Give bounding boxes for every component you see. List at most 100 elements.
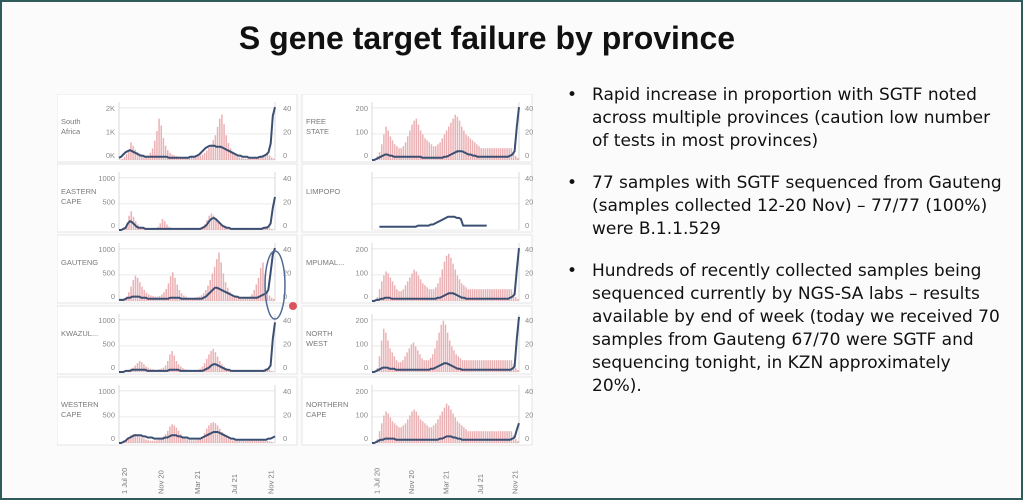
bar [176,284,178,301]
bar [270,370,273,372]
bar [221,226,224,230]
bar [262,156,264,160]
bar [201,366,204,372]
bar [240,298,242,301]
bar [138,153,141,160]
bar [435,146,437,160]
bar [421,358,423,372]
bar [512,152,515,160]
bar [478,289,480,301]
bar [147,294,150,301]
bar [162,367,165,372]
bar [476,431,478,443]
bar [242,440,245,443]
bar [502,431,504,443]
bar [425,360,428,372]
bar [453,350,455,372]
bar [468,360,470,372]
bar [164,365,167,372]
bar [396,146,398,160]
bar [440,324,442,372]
bar [457,356,460,372]
left-tick-label: 200 [355,104,368,113]
bar [482,431,485,443]
bar [141,286,143,301]
bar [476,289,478,301]
bar [162,436,165,443]
bar [406,136,409,160]
bar [515,439,517,443]
right-tick-label: 20 [283,197,291,206]
bar [435,287,437,301]
bar [165,288,168,301]
bar [163,292,165,301]
bar [456,421,459,443]
bar [380,340,383,372]
bar [270,441,273,443]
right-tick-label: 40 [525,245,533,254]
bar [175,360,178,372]
bar [502,148,504,160]
bar [439,142,441,160]
bar [436,340,438,372]
left-tick-label: 100 [355,268,368,277]
bar [192,156,195,160]
bar [179,434,182,443]
bar [478,360,481,372]
bar [210,213,213,230]
bar [229,148,232,160]
bar [387,340,389,372]
right-tick-label: 0 [283,151,287,160]
left-tick-label: 200 [355,316,368,325]
bar [439,277,441,301]
bar [201,436,204,443]
bar [404,423,407,443]
bar [237,298,240,301]
bar [266,289,269,301]
bar [270,157,273,160]
bar [171,424,173,443]
bar [234,154,236,160]
bar [471,289,474,301]
bar [139,282,141,301]
bar [437,144,439,160]
bar [471,431,474,443]
bar [414,346,417,372]
bar [385,271,387,301]
bar [136,277,139,301]
panel-label: LIMPOPO [306,187,340,196]
right-tick-label: 20 [525,410,533,419]
right-tick-label: 40 [525,174,533,183]
bar [415,118,418,160]
bar [515,368,517,372]
bar [229,439,232,443]
bar [491,148,493,160]
bar [419,130,422,160]
bar [268,441,271,443]
bar [491,431,493,443]
bar [465,287,467,301]
bar [393,285,396,301]
panel-label: MPUMAL... [306,258,344,267]
x-tick-label: 1 Jul 20 [372,468,381,494]
bar [270,228,273,230]
bar [510,431,513,443]
bar [427,360,430,372]
bar [402,146,405,160]
bar [517,441,519,443]
right-tick-label: 20 [525,268,533,277]
bar [380,423,383,443]
bar [437,419,439,443]
bar [495,289,498,301]
right-tick-label: 20 [525,197,533,206]
bar [478,431,480,443]
bar [266,153,269,160]
left-tick-label: 1000 [98,387,115,396]
bar [213,266,216,301]
bar [190,440,193,443]
bar [214,423,217,443]
bar [476,144,478,160]
bar [246,297,249,301]
bar [247,158,249,160]
bar [259,267,262,301]
